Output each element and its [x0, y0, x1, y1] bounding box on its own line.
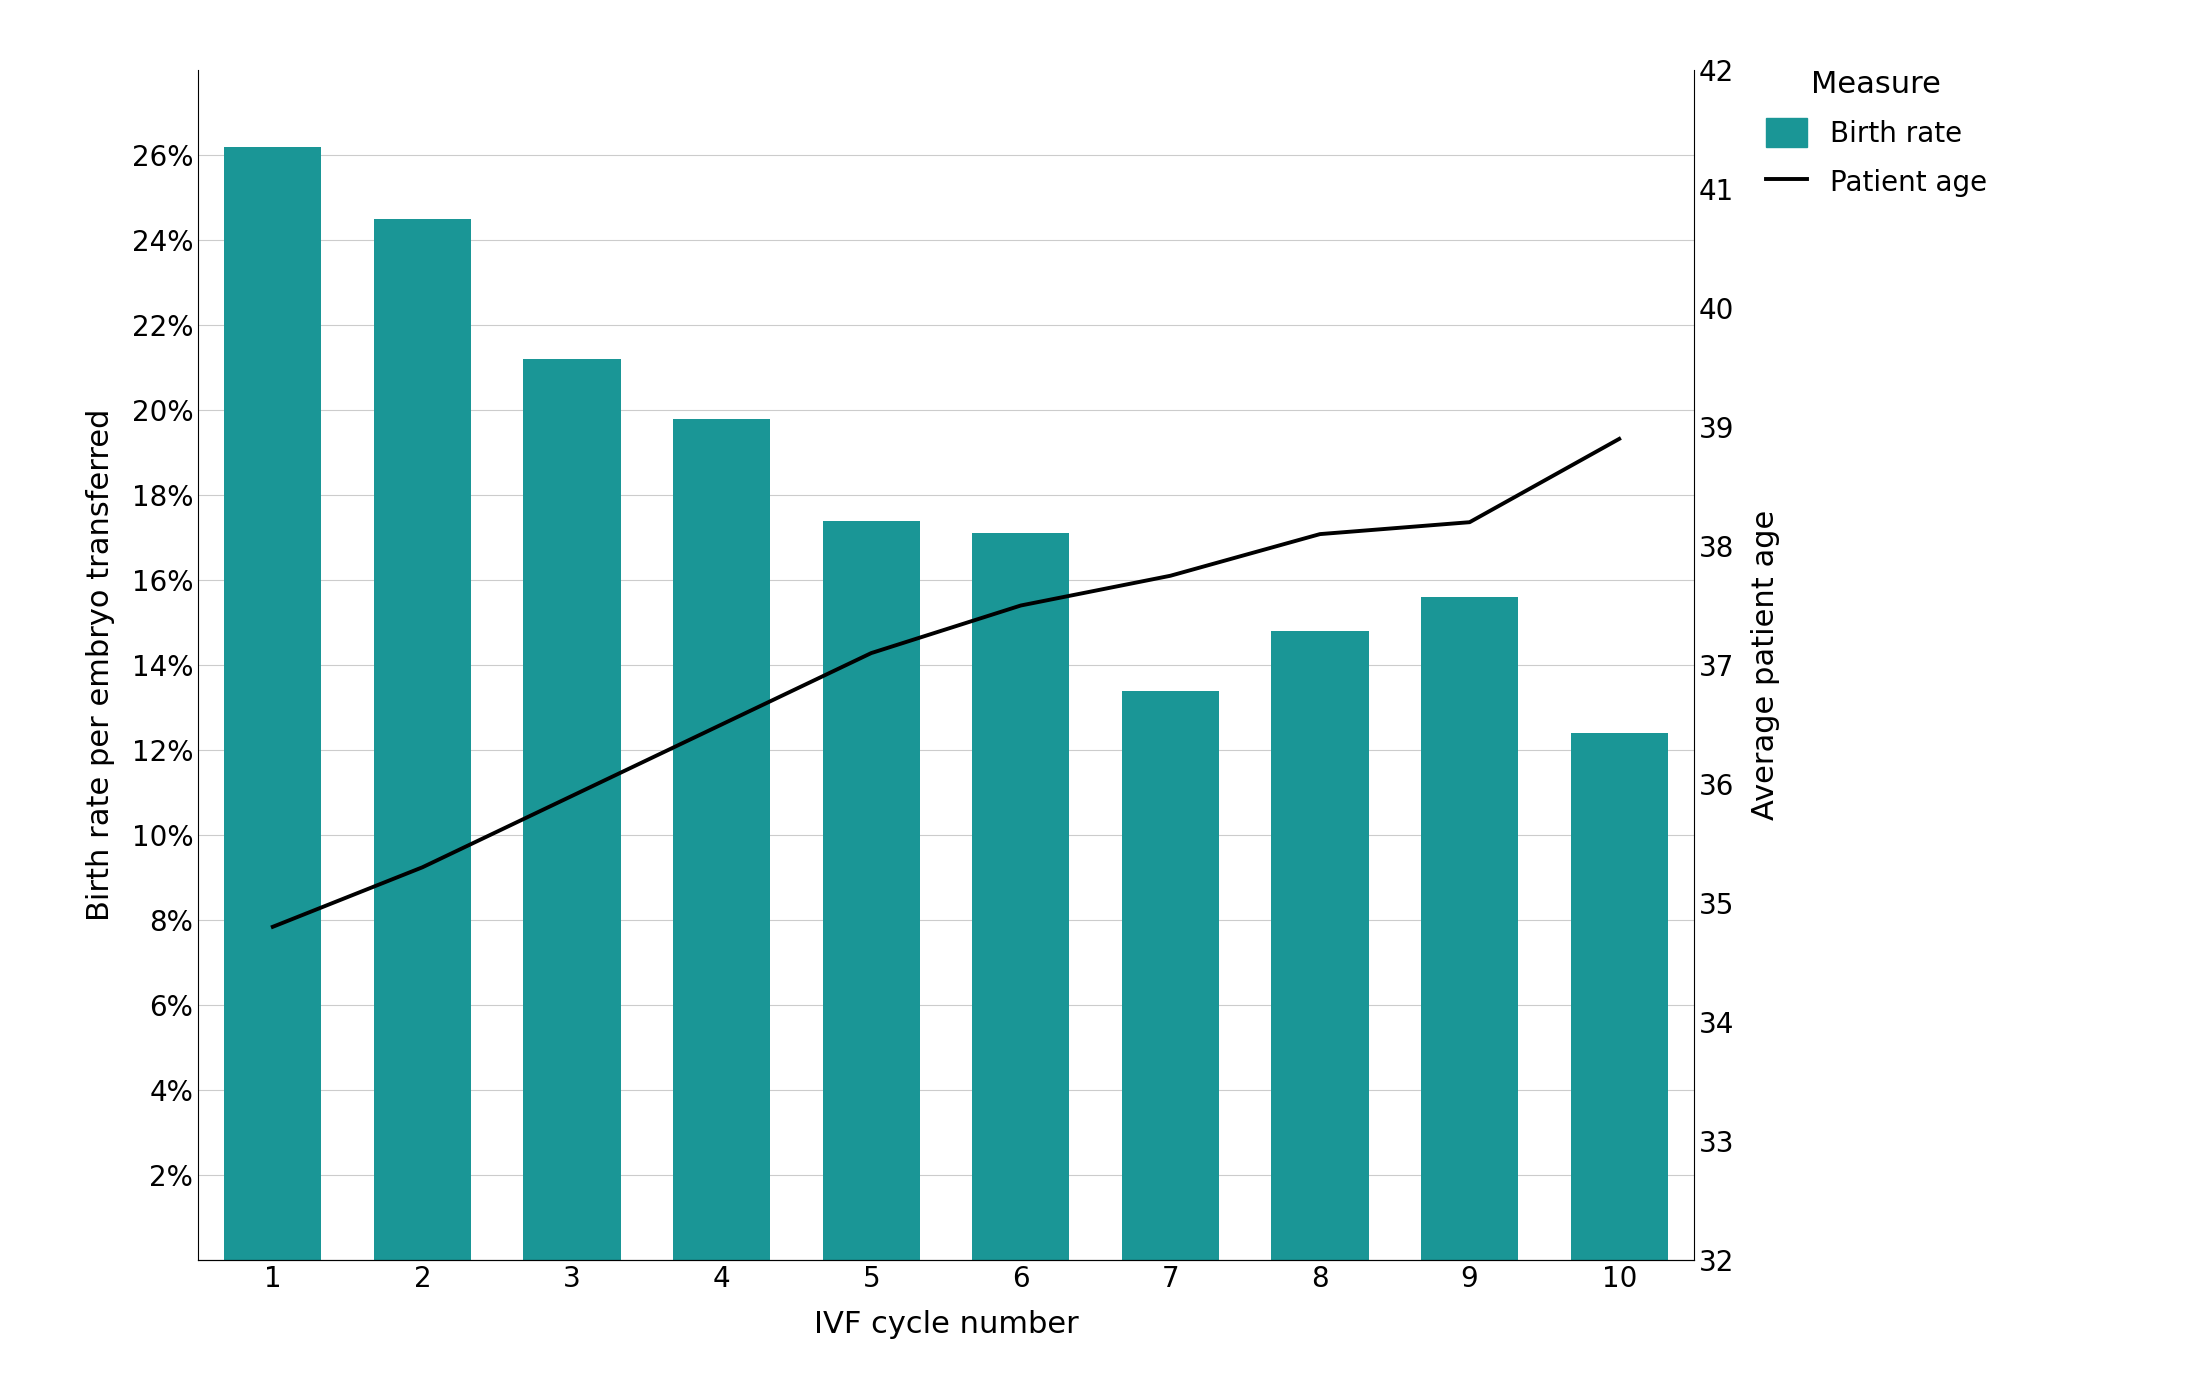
Bar: [972, 533, 1069, 1260]
Bar: [823, 521, 920, 1260]
Y-axis label: Average patient age: Average patient age: [1751, 510, 1780, 820]
Bar: [524, 358, 620, 1260]
Bar: [1421, 596, 1518, 1260]
Bar: [1122, 690, 1219, 1260]
Bar: [224, 147, 321, 1260]
Bar: [374, 218, 471, 1260]
Bar: [673, 419, 770, 1260]
X-axis label: IVF cycle number: IVF cycle number: [814, 1309, 1078, 1338]
Bar: [1571, 734, 1668, 1260]
Y-axis label: Birth rate per embryo transferred: Birth rate per embryo transferred: [86, 409, 114, 921]
Bar: [1272, 631, 1368, 1260]
Legend: Birth rate, Patient age: Birth rate, Patient age: [1751, 56, 2000, 211]
